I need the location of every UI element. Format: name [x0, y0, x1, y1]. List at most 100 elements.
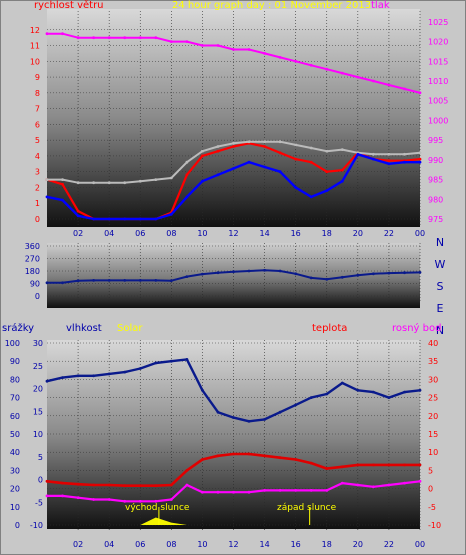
wind-direction-point [403, 271, 406, 275]
y-tick-label: 40 [428, 339, 438, 348]
pressure-point [185, 40, 189, 43]
humidity-point [247, 419, 251, 423]
dewpoint-point [154, 499, 158, 503]
x-tick-label: 04 [104, 229, 114, 238]
wind-direction-point [201, 272, 204, 276]
y-tick-label: 0 [15, 521, 20, 530]
y-tick-label: 0 [35, 292, 40, 301]
x-tick-label: 16 [291, 540, 301, 549]
dewpoint-point [340, 481, 344, 485]
y-tick-label: 3 [35, 168, 40, 177]
x-tick-label: 00 [415, 229, 425, 238]
wind-average-point [325, 149, 329, 153]
temperature-point [107, 483, 111, 487]
x-tick-label: 22 [384, 229, 394, 238]
wind-average-point [76, 181, 80, 185]
humidity-point [356, 388, 360, 392]
temperature-point [232, 452, 235, 456]
wind-speed-point [309, 160, 313, 164]
sunset-label: západ slunce [277, 503, 337, 513]
compass-label: N [436, 236, 444, 249]
humidity-point [309, 396, 313, 399]
dewpoint-point [138, 499, 142, 503]
dewpoint-point [278, 489, 282, 492]
y-tick-label: 990 [428, 156, 443, 165]
pressure-point [138, 36, 142, 40]
humidity-point [387, 396, 391, 399]
wind-base-point [247, 160, 251, 164]
wind-direction-point [232, 270, 235, 274]
dewpoint-point [123, 499, 127, 503]
humidity-point [278, 410, 282, 414]
temperature-point [201, 458, 204, 461]
dewpoint-point [107, 498, 111, 501]
y-tick-label: 20 [10, 485, 20, 494]
wind-direction-point [138, 279, 142, 282]
humidity-point [325, 392, 329, 396]
wind-average-point [309, 146, 313, 150]
x-tick-label: 10 [197, 229, 207, 238]
y-tick-label: 2 [35, 183, 40, 192]
x-tick-label: 12 [228, 540, 238, 549]
dewpoint-point [76, 496, 80, 500]
pressure-point [45, 32, 49, 36]
wind-direction-point [45, 281, 49, 285]
wind-average-point [216, 145, 220, 148]
pressure-point [201, 44, 204, 47]
y-tick-label: 5 [428, 466, 433, 475]
humidity-point [372, 390, 375, 394]
solar-label: Solar [117, 323, 143, 334]
wind-average-point [45, 178, 49, 182]
temperature-point [309, 461, 313, 465]
dewpoint-point [325, 489, 329, 492]
pressure-point [356, 75, 360, 79]
temperature-point [325, 467, 329, 470]
wind-direction-point [216, 271, 220, 275]
temperature-point [138, 484, 142, 488]
y-tick-label: 15 [33, 407, 43, 416]
humidity-point [45, 379, 49, 383]
wind-direction-point [325, 277, 329, 281]
y-tick-label: 6 [35, 120, 40, 129]
humidity-point [232, 416, 235, 419]
wind-base-point [61, 198, 64, 202]
wind-average-point [107, 181, 111, 185]
wind-average-point [418, 151, 422, 155]
wind-average-point [403, 152, 406, 156]
wind-base-point [294, 186, 298, 189]
y-tick-label: 1015 [428, 57, 448, 66]
humidity-point [340, 381, 344, 385]
wind-speed-point [232, 145, 235, 148]
wind-base-point [123, 217, 127, 221]
wind-base-point [201, 179, 204, 183]
y-tick-label: 7 [35, 105, 40, 114]
wind-direction-point [294, 272, 298, 276]
x-tick-label: 02 [73, 540, 83, 549]
temperature-point [247, 452, 251, 456]
x-tick-label: 14 [259, 540, 269, 549]
y-tick-label: 1020 [428, 38, 448, 47]
dewpoint-point [185, 483, 189, 487]
compass-label: N [436, 324, 444, 337]
x-tick-label: 18 [322, 540, 332, 549]
temperature-point [45, 479, 49, 483]
wind-direction-point [123, 279, 127, 282]
x-tick-label: 02 [73, 229, 83, 238]
dewpoint-point [418, 479, 422, 483]
y-tick-label: 12 [30, 26, 40, 35]
wind-average-point [169, 176, 173, 180]
wind-direction-point [278, 269, 282, 273]
graph-title: 24 hour graph day : 01 November 2013 [172, 0, 371, 11]
wind-direction-point [340, 275, 344, 279]
y-tick-label: 50 [10, 430, 20, 439]
humidity-plot-area [47, 340, 420, 529]
temperature-point [76, 482, 80, 486]
wind-base-point [76, 214, 80, 218]
wind-average-point [340, 148, 344, 152]
humidity-point [61, 376, 64, 379]
wind-direction-point [309, 276, 313, 280]
y-tick-label: 35 [428, 357, 438, 366]
humidity-point [154, 361, 158, 365]
y-tick-label: -10 [30, 521, 43, 530]
